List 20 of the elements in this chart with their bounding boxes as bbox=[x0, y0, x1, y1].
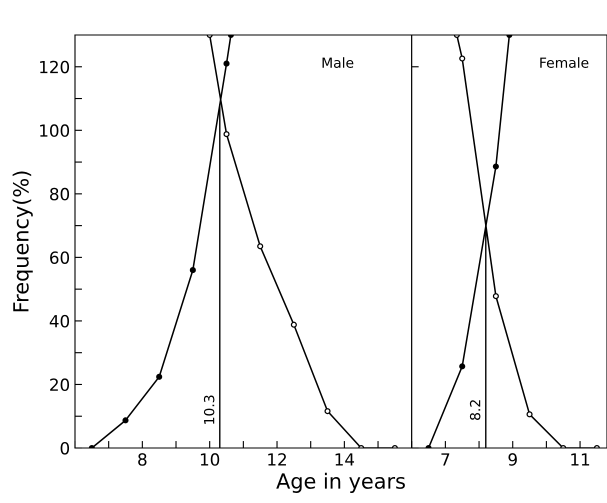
x-tick-label: 7 bbox=[441, 453, 450, 466]
y-tick-label: 40 bbox=[50, 314, 70, 328]
x-tick-label: 11 bbox=[571, 453, 590, 466]
ref-line-label: 8.2 bbox=[470, 400, 480, 420]
x-tick-label: 12 bbox=[268, 453, 286, 466]
x-tick-label: 8 bbox=[138, 453, 147, 466]
y-tick-label: 0 bbox=[60, 442, 70, 455]
y-tick-label: 20 bbox=[50, 378, 70, 392]
x-tick-label: 14 bbox=[336, 453, 354, 466]
y-tick-label: 100 bbox=[40, 124, 70, 137]
y-tick-label: 80 bbox=[50, 188, 70, 200]
x-tick-label: 10 bbox=[200, 453, 220, 466]
annotation: Female bbox=[540, 57, 588, 68]
ref-line-label: 10.3 bbox=[204, 396, 214, 424]
y-tick-label: 60 bbox=[50, 251, 70, 264]
annotation: Male bbox=[322, 57, 354, 68]
y-axis-title: Frequency(%) bbox=[12, 171, 33, 312]
x-axis-title: Age in years bbox=[276, 472, 405, 493]
y-tick-label: 120 bbox=[40, 60, 70, 74]
x-tick-label: 9 bbox=[508, 453, 517, 466]
